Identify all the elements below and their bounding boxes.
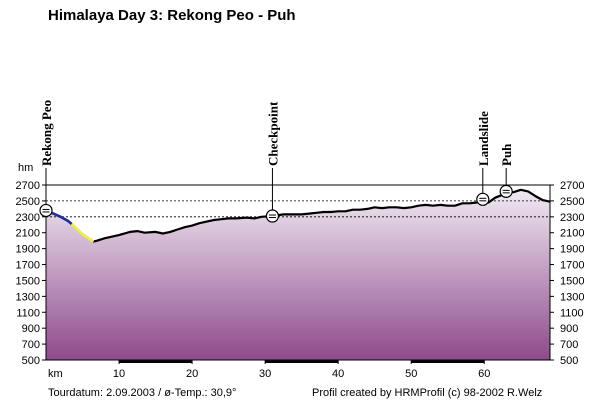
profile-line bbox=[45, 188, 551, 243]
profile-segment-2 bbox=[70, 223, 95, 243]
y-axis-ticks: 500 500 700 700 900 900 1100 1100 1300 1300 1500 15… bbox=[16, 180, 585, 367]
waypoint-label: Rekong Peo bbox=[39, 100, 54, 166]
waypoint-puh: Puh bbox=[499, 143, 514, 198]
y-tick-label-left: 900 bbox=[22, 323, 40, 335]
y-tick-label-left: 1700 bbox=[16, 260, 40, 272]
y-tick-label-right: 2500 bbox=[560, 196, 584, 208]
x-tick-label: 10 bbox=[113, 368, 125, 380]
waypoint-label: Puh bbox=[499, 143, 514, 166]
y-tick-label-right: 500 bbox=[560, 355, 578, 367]
tour-date-text: Tourdatum: 2.09.2003 / ø-Temp.: 30,9° bbox=[48, 387, 236, 399]
y-tick-label-left: 2300 bbox=[16, 212, 40, 224]
y-axis-unit-label: hm bbox=[18, 162, 33, 174]
x-axis-ticks: 10 20 30 40 50 60 bbox=[113, 360, 490, 380]
credit-text: Profil created by HRMProfil (c) 98-2002 … bbox=[312, 387, 542, 399]
y-tick-label-right: 1300 bbox=[560, 291, 584, 303]
x-tick-label: 50 bbox=[405, 368, 417, 380]
x-tick-label: 20 bbox=[186, 368, 198, 380]
x-axis-band bbox=[119, 360, 193, 363]
waypoints: Rekong Peo Checkpoint Landslide Puh bbox=[39, 100, 514, 223]
y-tick-label-right: 2100 bbox=[560, 228, 584, 240]
y-tick-label-left: 2500 bbox=[16, 196, 40, 208]
x-tick-label: 30 bbox=[259, 368, 271, 380]
chart-title: Himalaya Day 3: Rekong Peo - Puh bbox=[48, 7, 296, 24]
y-tick-label-left: 1100 bbox=[16, 307, 40, 319]
waypoint-label: Landslide bbox=[476, 111, 491, 166]
waypoint-checkpoint: Checkpoint bbox=[265, 101, 280, 223]
y-tick-label-left: 500 bbox=[22, 355, 40, 367]
x-tick-label: 60 bbox=[478, 368, 490, 380]
waypoint-marker-icon bbox=[499, 184, 513, 198]
y-tick-label-left: 2100 bbox=[16, 228, 40, 240]
waypoint-landslide: Landslide bbox=[476, 111, 491, 206]
y-tick-label-right: 1100 bbox=[560, 307, 584, 319]
waypoint-rekong-peo: Rekong Peo bbox=[39, 100, 54, 218]
x-axis-unit-label: km bbox=[48, 368, 63, 380]
y-tick-label-right: 2300 bbox=[560, 212, 584, 224]
x-axis-band bbox=[411, 360, 485, 363]
y-tick-label-right: 1900 bbox=[560, 244, 584, 256]
waypoint-marker-icon bbox=[476, 192, 490, 206]
y-tick-label-left: 1900 bbox=[16, 244, 40, 256]
y-tick-label-left: 700 bbox=[22, 339, 40, 351]
x-tick-label: 40 bbox=[332, 368, 344, 380]
y-tick-label-right: 1500 bbox=[560, 275, 584, 287]
waypoint-marker-icon bbox=[39, 203, 53, 218]
x-axis-band bbox=[265, 360, 339, 363]
y-tick-label-right: 2700 bbox=[560, 180, 584, 192]
y-tick-label-left: 2700 bbox=[16, 180, 40, 192]
y-tick-label-left: 1300 bbox=[16, 291, 40, 303]
y-tick-label-right: 900 bbox=[560, 323, 578, 335]
y-tick-label-left: 1500 bbox=[16, 275, 40, 287]
y-tick-label-right: 700 bbox=[560, 339, 578, 351]
waypoint-marker-icon bbox=[265, 209, 280, 223]
y-tick-label-right: 1700 bbox=[560, 260, 584, 272]
waypoint-label: Checkpoint bbox=[265, 101, 280, 166]
